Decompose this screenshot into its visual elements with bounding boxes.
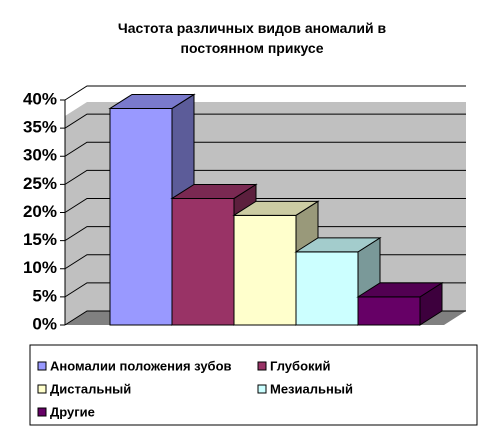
legend — [29, 344, 478, 426]
bar-top — [294, 237, 382, 253]
bar — [356, 281, 444, 326]
legend-swatch — [37, 407, 47, 417]
grid-line — [64, 85, 466, 101]
legend-swatch — [37, 361, 47, 371]
legend-swatch — [37, 384, 47, 394]
bar-front — [295, 251, 359, 326]
y-tick-label: 35% — [23, 118, 57, 137]
grid-line — [64, 226, 466, 242]
y-tick-label: 40% — [23, 89, 57, 108]
grid-line — [64, 169, 466, 185]
y-tick-label: 10% — [23, 258, 57, 277]
y-tick-label: 25% — [23, 174, 57, 193]
legend-label: Аномалии положения зубов — [50, 358, 232, 373]
y-tick-label: 15% — [23, 230, 57, 249]
chart-title: Частота различных видов аномалий в посто… — [117, 20, 387, 56]
grid-line — [64, 113, 466, 129]
bar-front — [109, 107, 173, 326]
y-tick-label: 30% — [23, 146, 57, 165]
legend-swatch — [257, 384, 267, 394]
legend-label: Мезиальный — [270, 381, 353, 396]
legend-swatch — [257, 361, 267, 371]
legend-label: Другие — [50, 404, 95, 419]
y-tick-label: 0% — [32, 314, 57, 333]
bar-top — [232, 200, 320, 216]
bar-front — [357, 296, 421, 326]
grid-line — [64, 141, 466, 157]
grid-line — [64, 198, 466, 213]
legend-label: Дистальный — [50, 381, 131, 396]
bar-front — [233, 214, 297, 326]
y-tick-label: 5% — [32, 286, 57, 305]
bar-top — [108, 93, 196, 109]
y-tick-label: 20% — [23, 202, 57, 221]
legend-label: Глубокий — [270, 358, 331, 373]
bar-top — [356, 282, 444, 298]
bar-front — [171, 197, 235, 326]
bar-top — [170, 183, 258, 199]
